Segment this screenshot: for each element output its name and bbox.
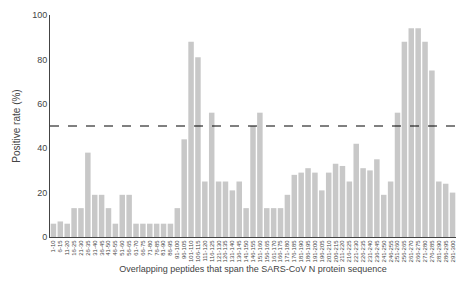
svg-text:51-60: 51-60 <box>119 240 125 256</box>
svg-text:31-40: 31-40 <box>92 240 98 256</box>
svg-text:286-295: 286-295 <box>443 240 449 263</box>
svg-text:86-95: 86-95 <box>167 240 173 256</box>
svg-text:36-45: 36-45 <box>99 240 105 256</box>
svg-text:216-225: 216-225 <box>346 240 352 263</box>
svg-text:121-130: 121-130 <box>216 240 222 263</box>
svg-text:26-35: 26-35 <box>85 240 91 256</box>
svg-text:271-280: 271-280 <box>422 240 428 263</box>
svg-text:266-275: 266-275 <box>415 240 421 263</box>
svg-text:76-85: 76-85 <box>154 240 160 256</box>
svg-text:111-120: 111-120 <box>202 240 208 262</box>
svg-text:246-255: 246-255 <box>388 240 394 263</box>
svg-text:171-180: 171-180 <box>284 240 290 263</box>
svg-text:61-70: 61-70 <box>133 240 139 256</box>
svg-text:106-115: 106-115 <box>195 240 201 262</box>
svg-text:226-235: 226-235 <box>360 240 366 263</box>
svg-text:221-230: 221-230 <box>353 240 359 263</box>
svg-text:251-260: 251-260 <box>394 240 400 263</box>
svg-text:231-240: 231-240 <box>367 240 373 263</box>
svg-text:0: 0 <box>42 232 47 242</box>
svg-text:156-165: 156-165 <box>264 240 270 263</box>
svg-text:181-190: 181-190 <box>298 240 304 263</box>
svg-text:241-250: 241-250 <box>381 240 387 263</box>
svg-text:16-25: 16-25 <box>71 240 77 256</box>
svg-text:56-65: 56-65 <box>126 240 132 256</box>
svg-text:40: 40 <box>37 143 47 153</box>
svg-text:291-300: 291-300 <box>450 240 456 263</box>
svg-text:116-125: 116-125 <box>209 240 215 262</box>
svg-text:81-90: 81-90 <box>160 240 166 256</box>
svg-text:6-15: 6-15 <box>57 240 63 253</box>
svg-text:201-210: 201-210 <box>326 240 332 263</box>
svg-text:20: 20 <box>37 188 47 198</box>
svg-text:211-220: 211-220 <box>339 240 345 262</box>
svg-text:256-265: 256-265 <box>401 240 407 263</box>
svg-text:146-155: 146-155 <box>250 240 256 263</box>
svg-text:176-185: 176-185 <box>291 240 297 263</box>
svg-text:161-170: 161-170 <box>271 240 277 263</box>
svg-text:71-80: 71-80 <box>147 240 153 256</box>
svg-text:21-30: 21-30 <box>78 240 84 256</box>
svg-text:66-75: 66-75 <box>140 240 146 256</box>
svg-text:281-290: 281-290 <box>436 240 442 263</box>
svg-text:80: 80 <box>37 55 47 65</box>
svg-text:Positive rate (%): Positive rate (%) <box>11 89 22 162</box>
svg-text:46-55: 46-55 <box>112 240 118 256</box>
svg-text:126-135: 126-135 <box>222 240 228 263</box>
svg-text:60: 60 <box>37 99 47 109</box>
svg-text:131-140: 131-140 <box>229 240 235 263</box>
svg-text:96-105: 96-105 <box>181 240 187 259</box>
svg-text:186-195: 186-195 <box>305 240 311 263</box>
svg-text:261-270: 261-270 <box>408 240 414 263</box>
svg-text:236-245: 236-245 <box>374 240 380 263</box>
svg-text:136-145: 136-145 <box>236 240 242 263</box>
svg-text:11-20: 11-20 <box>64 240 70 256</box>
svg-text:101-110: 101-110 <box>188 240 194 262</box>
svg-text:276-285: 276-285 <box>429 240 435 263</box>
svg-text:41-50: 41-50 <box>105 240 111 256</box>
svg-text:166-175: 166-175 <box>277 240 283 263</box>
svg-text:151-160: 151-160 <box>257 240 263 263</box>
svg-text:91-100: 91-100 <box>174 240 180 259</box>
svg-text:206-215: 206-215 <box>333 240 339 263</box>
svg-text:Overlapping peptides that span: Overlapping peptides that span the SARS-… <box>119 264 387 274</box>
svg-text:1-10: 1-10 <box>50 240 56 253</box>
svg-text:191-200: 191-200 <box>312 240 318 263</box>
svg-text:196-205: 196-205 <box>319 240 325 263</box>
svg-text:100: 100 <box>32 10 47 20</box>
svg-text:141-150: 141-150 <box>243 240 249 263</box>
